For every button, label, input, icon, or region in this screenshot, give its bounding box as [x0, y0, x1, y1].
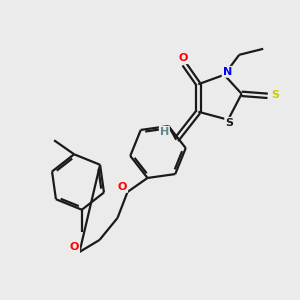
- Text: H: H: [160, 127, 169, 137]
- Text: O: O: [118, 182, 127, 192]
- Text: S: S: [225, 118, 233, 128]
- Text: N: N: [223, 67, 232, 77]
- Text: O: O: [179, 53, 188, 63]
- Text: S: S: [272, 90, 280, 100]
- Text: O: O: [70, 242, 79, 252]
